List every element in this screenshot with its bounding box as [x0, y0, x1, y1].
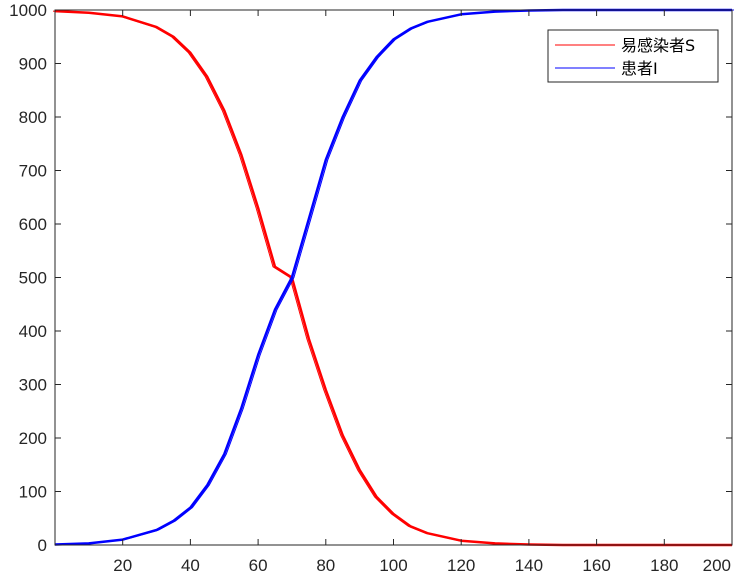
x-tick-label: 40 — [181, 556, 200, 575]
x-tick-label: 20 — [113, 556, 132, 575]
legend-label-s: 易感染者S — [621, 36, 695, 55]
series-line-0-trace — [52, 10, 730, 546]
x-tick-label: 120 — [447, 556, 475, 575]
x-tick-label: 100 — [379, 556, 407, 575]
series-group — [52, 8, 734, 547]
y-tick-label: 1000 — [9, 1, 47, 20]
y-tick-label: 600 — [19, 215, 47, 234]
legend-label-i: 患者I — [621, 59, 658, 78]
y-tick-label: 400 — [19, 322, 47, 341]
y-tick-label: 100 — [19, 483, 47, 502]
x-tick-label: 160 — [582, 556, 610, 575]
x-tick-label: 60 — [249, 556, 268, 575]
y-tick-label: 0 — [38, 536, 47, 555]
y-tick-label: 500 — [19, 269, 47, 288]
series-line-1-trace — [56, 9, 734, 545]
x-tick-label: 80 — [316, 556, 335, 575]
y-tick-label: 300 — [19, 376, 47, 395]
y-tick-label: 700 — [19, 162, 47, 181]
y-tick-label: 800 — [19, 108, 47, 127]
ticks-group: 20 40 60 80 100 120 140 160 180 200 0 100 200 300 400 5… — [9, 1, 733, 575]
y-tick-label: 200 — [19, 429, 47, 448]
x-tick-label: 180 — [650, 556, 678, 575]
y-tick-label: 900 — [19, 55, 47, 74]
x-tick-label: 200 — [703, 556, 731, 575]
legend[interactable]: 易感染者S 患者I — [547, 29, 719, 83]
legend-box — [547, 29, 719, 83]
x-tick-label: 140 — [515, 556, 543, 575]
plot-area — [55, 10, 732, 545]
